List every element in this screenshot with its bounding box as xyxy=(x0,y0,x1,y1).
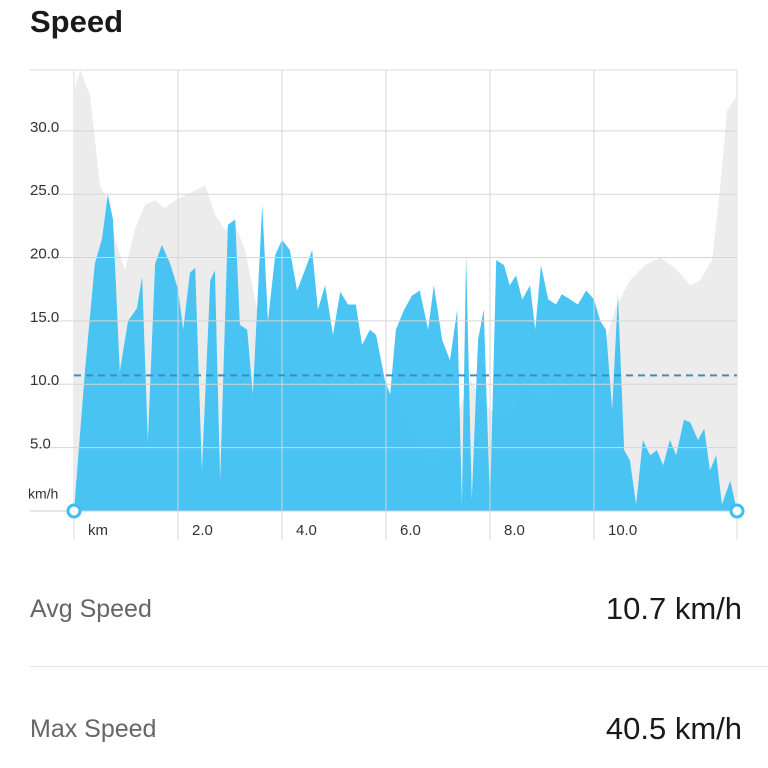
divider xyxy=(30,666,768,667)
x-tick-label: 8.0 xyxy=(504,522,525,539)
chart: 5.0 10.0 15.0 20.0 25.0 30.0 2.0 4.0 6.0 8.0 10.0 k… xyxy=(28,69,745,540)
y-tick-label: 20.0 xyxy=(30,246,59,263)
range-handle xyxy=(729,503,745,519)
x-tick-label: 6.0 xyxy=(400,522,421,539)
x-axis-unit: km xyxy=(88,522,108,539)
x-tick-label: 2.0 xyxy=(192,522,213,539)
speed-area xyxy=(74,194,737,512)
y-tick-label: 10.0 xyxy=(30,372,59,389)
y-tick-label: 15.0 xyxy=(30,309,59,326)
x-tick-label: 10.0 xyxy=(608,522,637,539)
y-tick-label: 25.0 xyxy=(30,182,59,199)
stat-label: Avg Speed xyxy=(30,594,152,623)
range-handle xyxy=(66,503,82,519)
page-title: Speed xyxy=(30,4,124,39)
stat-row: Avg Speed 10.7 km/h xyxy=(30,579,742,639)
stat-value: 10.7 km/h xyxy=(605,591,742,626)
x-tick-label: 4.0 xyxy=(296,522,317,539)
y-tick-label: 30.0 xyxy=(30,119,59,136)
stat-row: Max Speed 40.5 km/h xyxy=(30,699,742,759)
y-tick-label: 5.0 xyxy=(30,436,51,453)
stat-value: 40.5 km/h xyxy=(605,711,742,746)
y-axis-unit: km/h xyxy=(28,486,58,502)
stat-label: Max Speed xyxy=(30,714,157,743)
